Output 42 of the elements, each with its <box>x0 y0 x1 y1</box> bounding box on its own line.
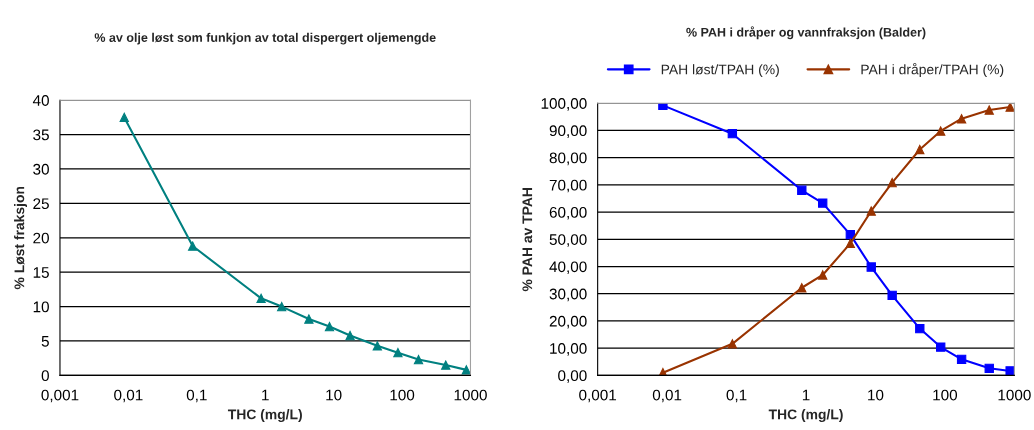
y-tick-label: 10 <box>33 301 49 313</box>
x-tick-label: 100 <box>390 389 415 401</box>
x-tick-label: 0,001 <box>579 389 617 403</box>
y-axis-title: % Løst fraksjon <box>14 186 28 290</box>
x-tick-label: 0,01 <box>652 389 682 403</box>
y-tick-label: 20,00 <box>549 315 587 329</box>
y-tick-label: 0 <box>41 370 49 382</box>
x-tick-label: 0,1 <box>726 389 747 403</box>
x-tick-label: 0,001 <box>41 389 79 403</box>
y-tick-label: 15 <box>33 267 49 278</box>
x-tick-label: 0,1 <box>186 389 207 403</box>
x-axis-title: THC (mg/L) <box>768 409 843 423</box>
y-tick-label: 25 <box>33 198 49 210</box>
x-tick-label: 10 <box>868 389 884 401</box>
x-tick-label: 1000 <box>454 389 487 401</box>
y-tick-label: 20 <box>33 232 49 244</box>
y-axis-title: % PAH av TPAH <box>522 188 533 292</box>
x-tick-label: 0,01 <box>114 389 143 403</box>
y-tick-label: 30,00 <box>549 288 587 302</box>
y-tick-label: 30 <box>33 163 49 175</box>
y-tick-label: 90,00 <box>549 125 587 138</box>
x-tick-label: 100 <box>933 389 958 401</box>
x-tick-label: 10 <box>326 389 342 401</box>
y-tick-label: 10,00 <box>550 343 587 356</box>
legend-label: PAH løst/TPAH (%) <box>661 64 779 78</box>
y-tick-label: 0,00 <box>558 370 587 383</box>
y-tick-label: 40 <box>32 95 49 106</box>
y-tick-label: 80,00 <box>549 152 587 166</box>
legend-label: PAH i dråper/TPAH (%) <box>861 63 1004 78</box>
y-tick-label: 5 <box>41 336 49 347</box>
y-tick-label: 100,00 <box>541 98 587 111</box>
y-tick-label: 40,00 <box>549 261 587 274</box>
y-tick-label: 60,00 <box>549 206 587 220</box>
x-tick-label: 1 <box>802 389 810 401</box>
x-axis-title: THC (mg/L) <box>227 409 302 423</box>
y-tick-label: 70,00 <box>549 179 587 193</box>
y-tick-label: 35 <box>33 129 49 141</box>
y-tick-label: 50,00 <box>549 234 587 247</box>
x-tick-label: 1 <box>262 389 269 401</box>
chart-title: % av olje løst som funkjon av total dispergert oljemengde <box>94 32 436 45</box>
x-tick-label: 1000 <box>998 389 1031 401</box>
chart-title: % PAH i dråper og vannfraksjon (Balder) <box>686 26 926 40</box>
